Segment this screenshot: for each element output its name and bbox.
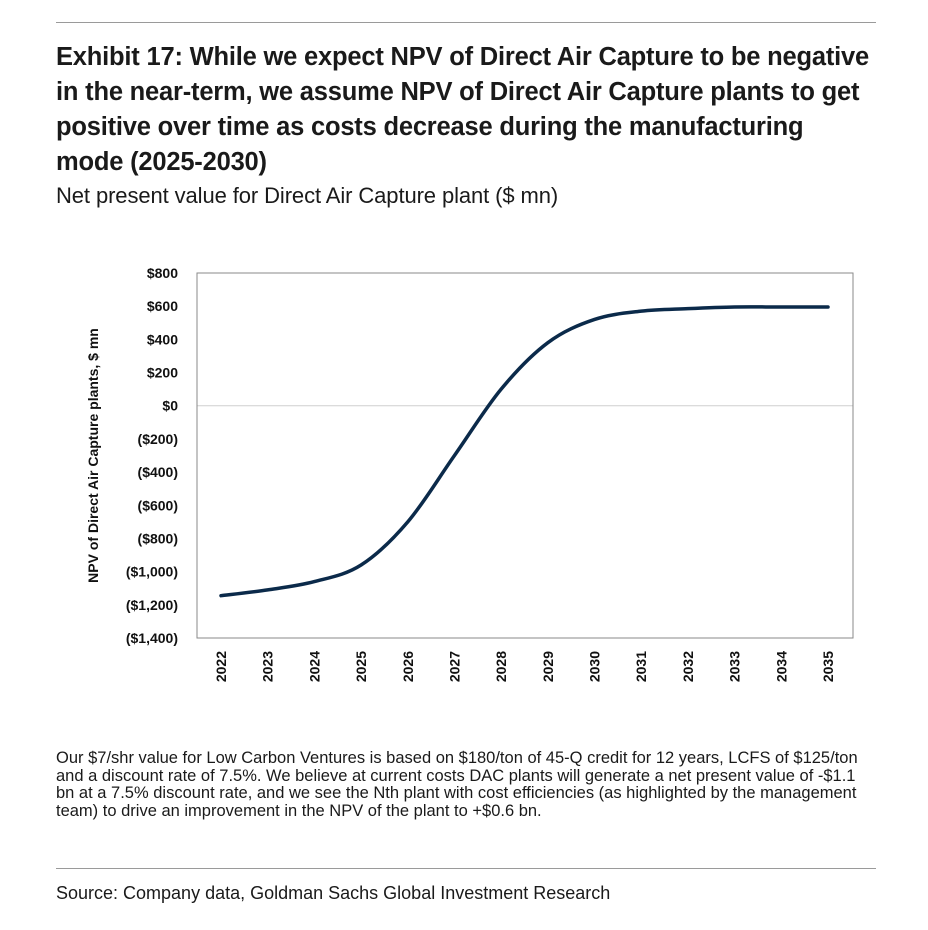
- x-tick-label: 2022: [213, 651, 229, 682]
- y-tick-label: $0: [162, 398, 178, 414]
- x-tick-label: 2027: [446, 651, 462, 682]
- y-tick-label: ($200): [138, 431, 178, 447]
- footnote-text: Our $7/shr value for Low Carbon Ventures…: [56, 749, 858, 820]
- chart-subtitle: Net present value for Direct Air Capture…: [56, 183, 559, 208]
- y-tick-label: ($1,000): [126, 564, 178, 580]
- x-tick-label: 2028: [493, 651, 509, 682]
- y-tick-label: ($400): [138, 464, 178, 480]
- y-tick-label: $800: [147, 265, 178, 281]
- x-tick-label: 2029: [540, 651, 556, 682]
- x-tick-label: 2025: [353, 651, 369, 682]
- y-tick-label: ($1,200): [126, 597, 178, 613]
- x-tick-label: 2032: [680, 651, 696, 682]
- y-axis-ticks: $800 $600 $400 $200 $0 ($200) ($400) ($600) ($80…: [126, 265, 178, 646]
- x-tick-label: 2031: [633, 651, 649, 682]
- y-tick-label: ($600): [138, 497, 178, 513]
- y-tick-label: $200: [147, 365, 178, 381]
- y-axis-title: NPV of Direct Air Capture plants, $ mn: [85, 328, 101, 583]
- x-tick-label: 2035: [820, 651, 836, 682]
- series-line-npv: [219, 305, 830, 598]
- x-tick-label: 2030: [587, 651, 603, 682]
- x-tick-label: 2026: [400, 651, 416, 682]
- npv-line-chart: $800 $600 $400 $200 $0 ($200) ($400) ($600) ($80…: [85, 265, 854, 682]
- bottom-divider: [56, 868, 876, 869]
- y-tick-label: $600: [147, 298, 178, 314]
- x-tick-label: 2033: [727, 651, 743, 682]
- exhibit-title: Exhibit 17: While we expect NPV of Direc…: [56, 43, 869, 176]
- x-tick-label: 2023: [260, 651, 276, 682]
- x-axis-ticks: 2022 2023 2024 2025 2026 2027 2028 2029 2030 2031…: [213, 651, 836, 682]
- y-tick-label: $400: [147, 331, 178, 347]
- x-tick-label: 2024: [306, 651, 322, 682]
- plot-area-frame: [196, 272, 854, 639]
- y-tick-label: ($800): [138, 530, 178, 546]
- x-tick-label: 2034: [773, 651, 789, 682]
- top-divider: [56, 22, 876, 23]
- source-text: Source: Company data, Goldman Sachs Glob…: [56, 883, 611, 903]
- y-tick-label: ($1,400): [126, 630, 178, 646]
